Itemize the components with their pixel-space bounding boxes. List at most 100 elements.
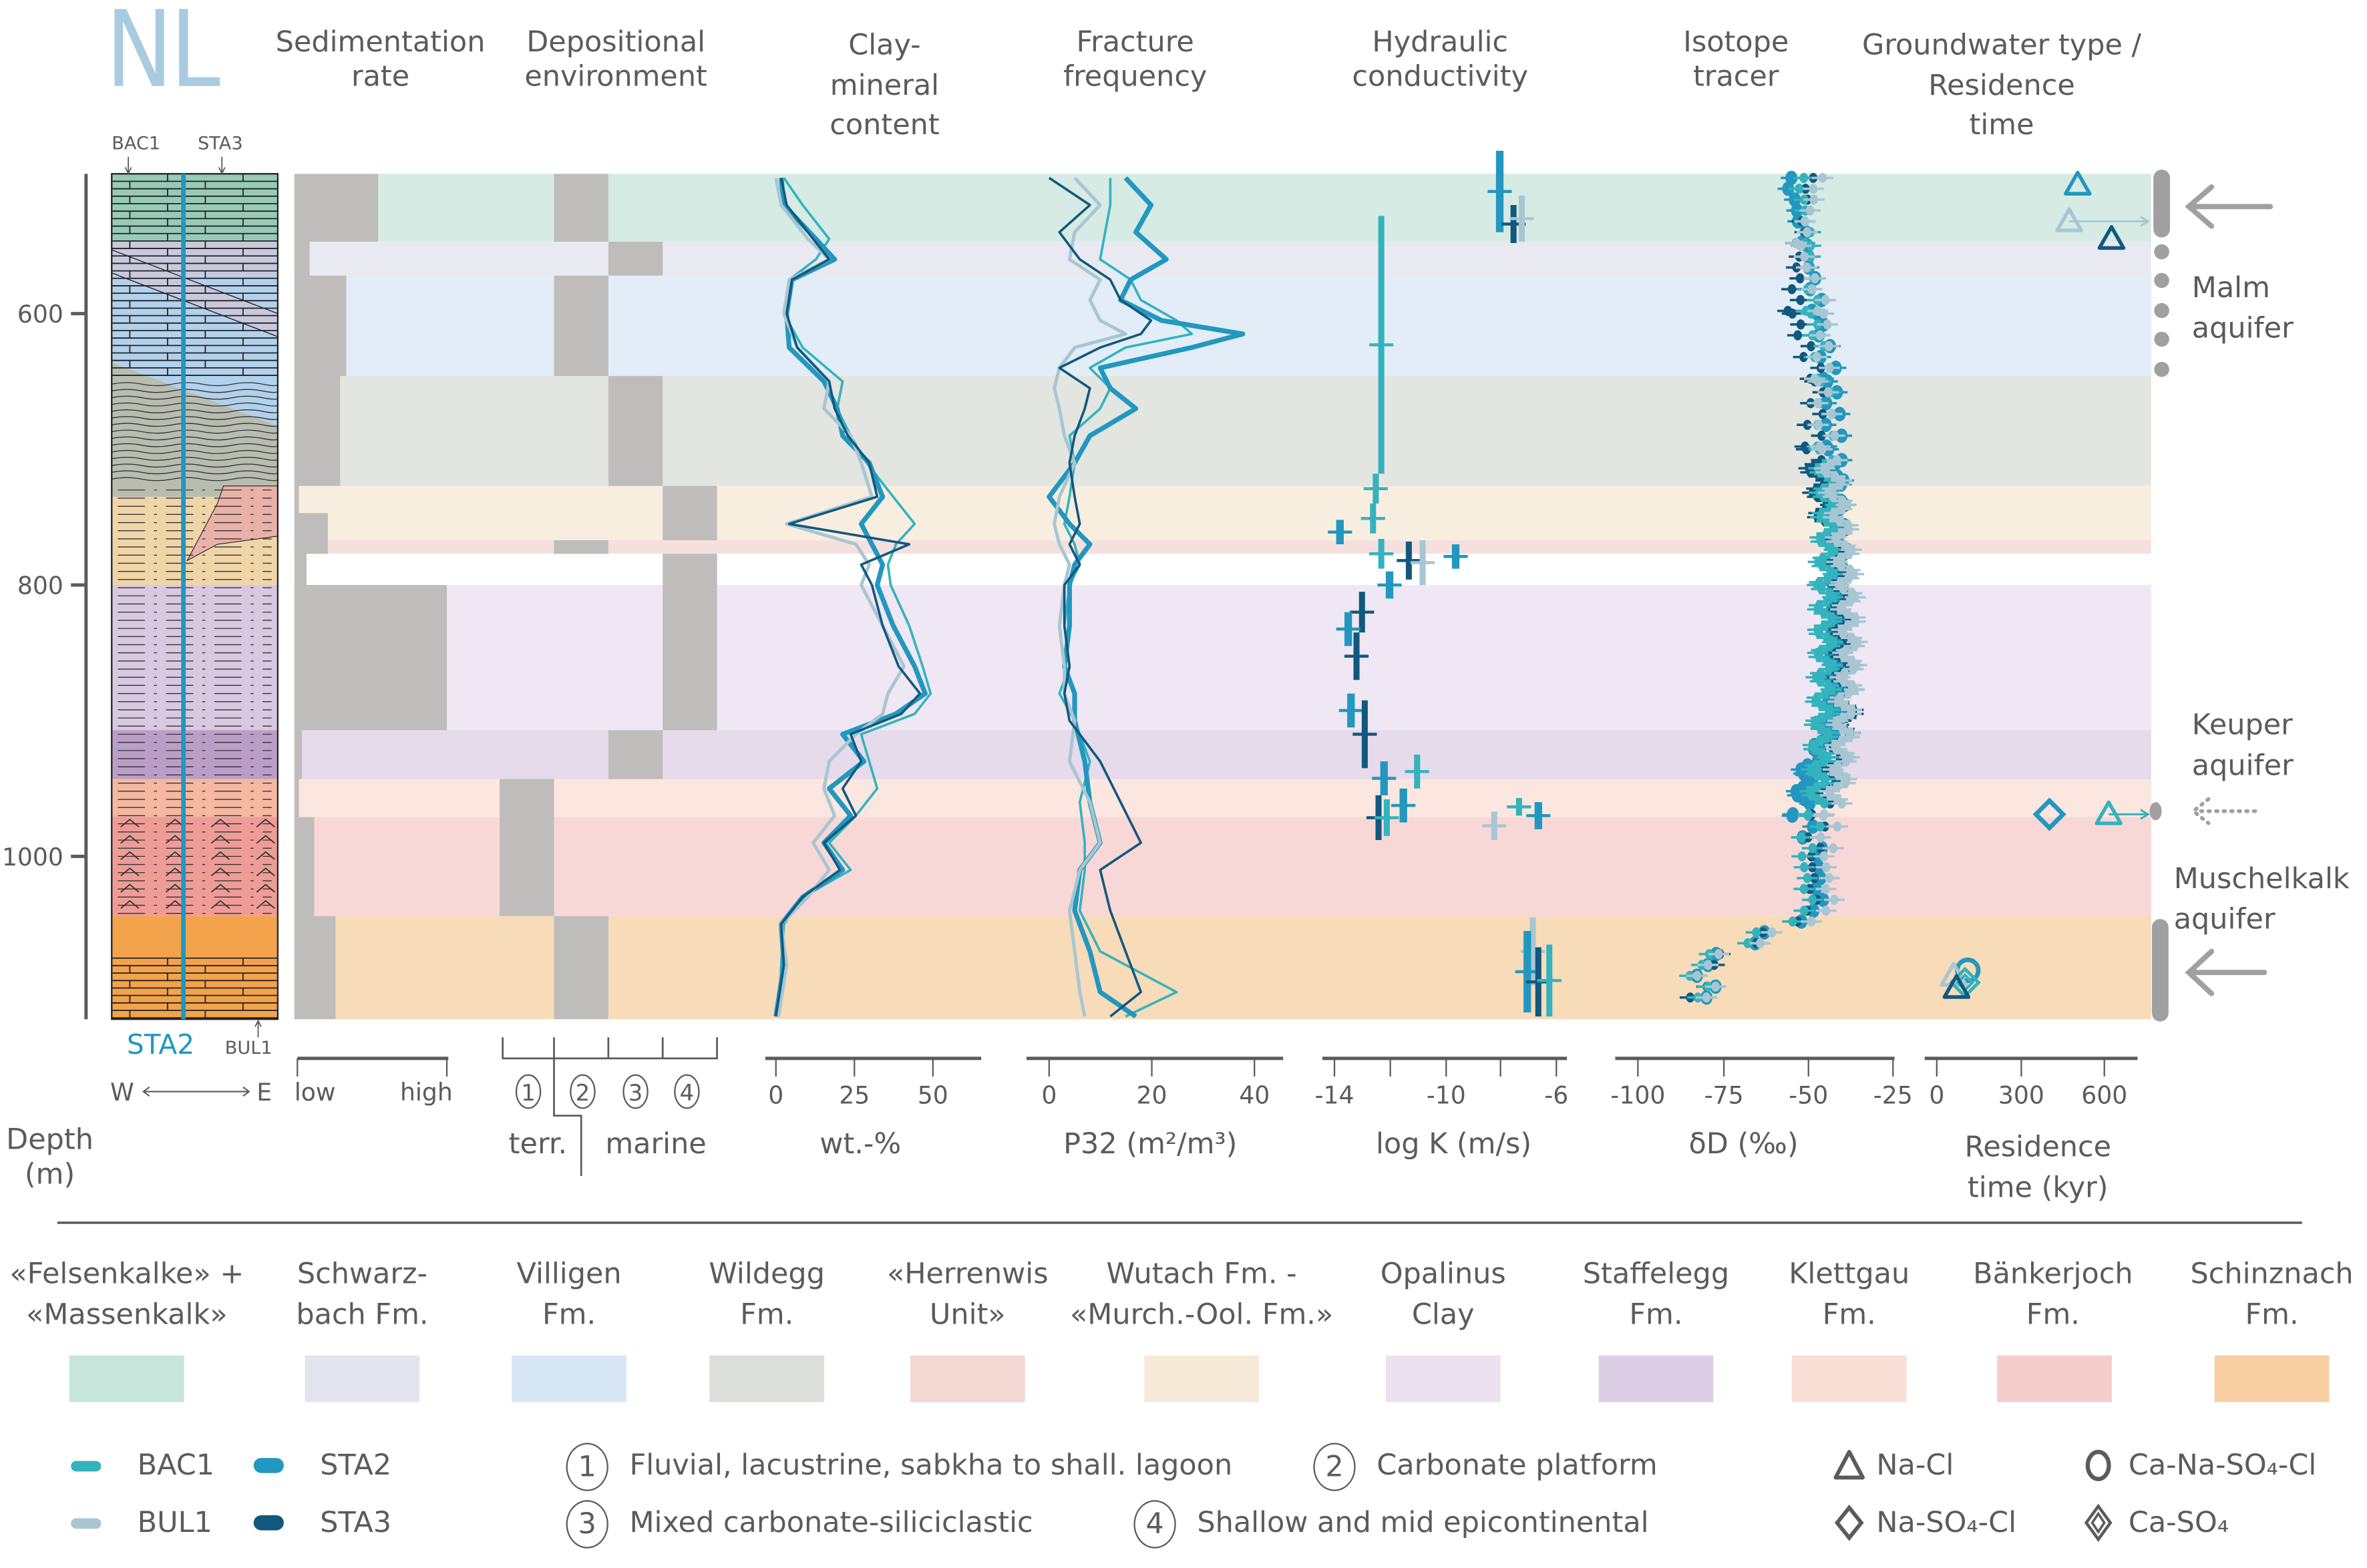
- formation-legend-swatch: [512, 1355, 626, 1402]
- aquifer-label-muschelkalk: Muschelkalk aquifer: [2173, 862, 2350, 936]
- direction-west: W: [110, 1078, 134, 1107]
- residence-axis-label: Residence time (kyr): [1964, 1131, 2112, 1204]
- formation-legend-label: Klettgau Fm.: [1789, 1257, 1910, 1331]
- anhydrite-symbol: [120, 884, 140, 893]
- formation-legend-swatch: [1791, 1355, 1907, 1402]
- dep-axis-marine: marine: [605, 1127, 707, 1161]
- sta3-arrow: [218, 156, 226, 175]
- formation-legend-label: Staffelegg Fm.: [1582, 1257, 1730, 1331]
- lithology-unit-8: [112, 817, 278, 916]
- depositional-bar-9: [500, 817, 554, 916]
- groundwater-type-panel: [1940, 170, 2151, 999]
- formation-legend-label: «Herrenwis Unit»: [886, 1257, 1049, 1331]
- anhydrite-symbol: [256, 867, 275, 877]
- triangle-icon: [1831, 1447, 1867, 1483]
- borehole-legend-swatch: [71, 1517, 102, 1529]
- sedimentation-rate-area: [294, 174, 447, 1020]
- frac-series-sta3: [1048, 176, 1153, 1018]
- formation-band-3: [294, 376, 2151, 486]
- formation-band-1: [294, 241, 2151, 276]
- lithology-frame: [111, 173, 279, 1020]
- environment-legend-number: 1: [566, 1442, 608, 1491]
- isotope-axis-label: δD (‰): [1688, 1127, 1799, 1161]
- depth-tick-label: 800: [17, 572, 63, 600]
- sed-axis-high: high: [399, 1078, 453, 1107]
- formation-legend-label: Schinznach Fm.: [2190, 1257, 2354, 1331]
- formation-legend-swatch: [709, 1355, 825, 1402]
- env-number-4: 4: [680, 1080, 695, 1106]
- environment-legend-label: Shallow and mid epicontinental: [1197, 1506, 1649, 1540]
- na-cl-marker-1: [2055, 207, 2083, 232]
- borehole-label-sta2: STA2: [126, 1030, 195, 1062]
- na-cl-marker-8: [1942, 974, 1971, 999]
- lithology-unit-0: [112, 174, 278, 242]
- env-circle-3: [622, 1074, 649, 1109]
- borehole-label-sta3: STA3: [198, 132, 243, 154]
- residence-tick-label: 600: [2081, 1081, 2127, 1110]
- lithology-wedge-wildegg: [112, 362, 278, 497]
- residence-arrow-4: [2109, 809, 2151, 820]
- sedimentation-rate-panel: [294, 174, 447, 1020]
- env-circle-2: [570, 1074, 596, 1109]
- marl-line: [112, 477, 279, 481]
- marl-line: [112, 436, 279, 441]
- anhydrite-symbol: [120, 835, 140, 844]
- dep-axis-terr: terr.: [508, 1127, 568, 1161]
- borehole-legend-label: BAC1: [137, 1448, 215, 1483]
- depositional-bar-7: [608, 730, 663, 779]
- borehole-legend-label: STA3: [320, 1506, 392, 1540]
- sed-axis-low: low: [294, 1078, 336, 1107]
- marl-line: [112, 449, 279, 454]
- water-type-legend-label: Ca-SO₄: [2128, 1506, 2229, 1540]
- env-circle-4: [674, 1074, 700, 1109]
- depositional-environment-panel: [500, 174, 717, 1020]
- aquifer-markers: [2149, 169, 2273, 1022]
- marl-line: [112, 409, 279, 413]
- residence-tick-label: 0: [1929, 1081, 1944, 1110]
- lithology-unit-9: [112, 916, 278, 1020]
- formation-legend-swatch: [1144, 1355, 1260, 1402]
- formation-legend-swatch: [910, 1355, 1025, 1402]
- depositional-bar-10: [554, 916, 608, 1020]
- formation-legend-label: Wutach Fm. - «Murch.-Ool. Fm.»: [1070, 1257, 1334, 1331]
- formation-legend-label: Bänkerjoch Fm.: [1973, 1257, 2133, 1331]
- malm-aquifer-dot-3: [2154, 331, 2169, 347]
- formation-band-9: [294, 817, 2151, 916]
- marl-line: [112, 457, 279, 461]
- depth-axis-label: Depth (m): [6, 1123, 94, 1191]
- frac-series-bul1: [1053, 176, 1127, 1017]
- bul1-arrow: [254, 1019, 262, 1038]
- malm-inflow-arrow: [2185, 184, 2273, 229]
- hydraulic-tick-label: -14: [1314, 1081, 1354, 1110]
- borehole-label-bac1: BAC1: [112, 132, 161, 154]
- anhydrite-symbol: [120, 867, 140, 877]
- anhydrite-symbol: [120, 851, 140, 860]
- lithology-unit-6: [112, 730, 278, 779]
- fracture-tick-label: 40: [1239, 1081, 1270, 1110]
- double-diamond-icon: [2083, 1503, 2119, 1542]
- env-number-1: 1: [521, 1080, 536, 1106]
- isotope-tick-label: -25: [1873, 1081, 1913, 1110]
- environment-legend-number: 2: [1313, 1442, 1356, 1491]
- keuper-aquifer-dot: [2149, 802, 2162, 821]
- formation-band-4: [294, 540, 2151, 554]
- depositional-bar-5: [554, 540, 608, 554]
- hydraulic-axis-label: log K (m/s): [1375, 1127, 1532, 1161]
- hydraulic-conductivity-panel: [1328, 150, 1562, 1017]
- lithology-unit-7: [112, 779, 278, 817]
- direction-east: E: [256, 1078, 272, 1107]
- depositional-bar-0: [554, 174, 608, 242]
- marl-line: [112, 429, 279, 434]
- malm-aquifer-dot-4: [2154, 361, 2169, 377]
- borehole-legend-label: STA2: [320, 1448, 392, 1483]
- water-type-legend-label: Na-SO₄-Cl: [1876, 1506, 2017, 1540]
- environment-legend-label: Carbonate platform: [1377, 1448, 1658, 1483]
- bac1-arrow: [124, 156, 132, 175]
- header-sedimentation-rate: Sedimentation rate: [275, 25, 486, 94]
- formation-band-5: [294, 485, 2151, 540]
- water-type-legend-label: Ca-Na-SO₄-Cl: [2128, 1448, 2317, 1483]
- anhydrite-symbol: [256, 835, 275, 844]
- borehole-legend-swatch: [253, 1458, 284, 1473]
